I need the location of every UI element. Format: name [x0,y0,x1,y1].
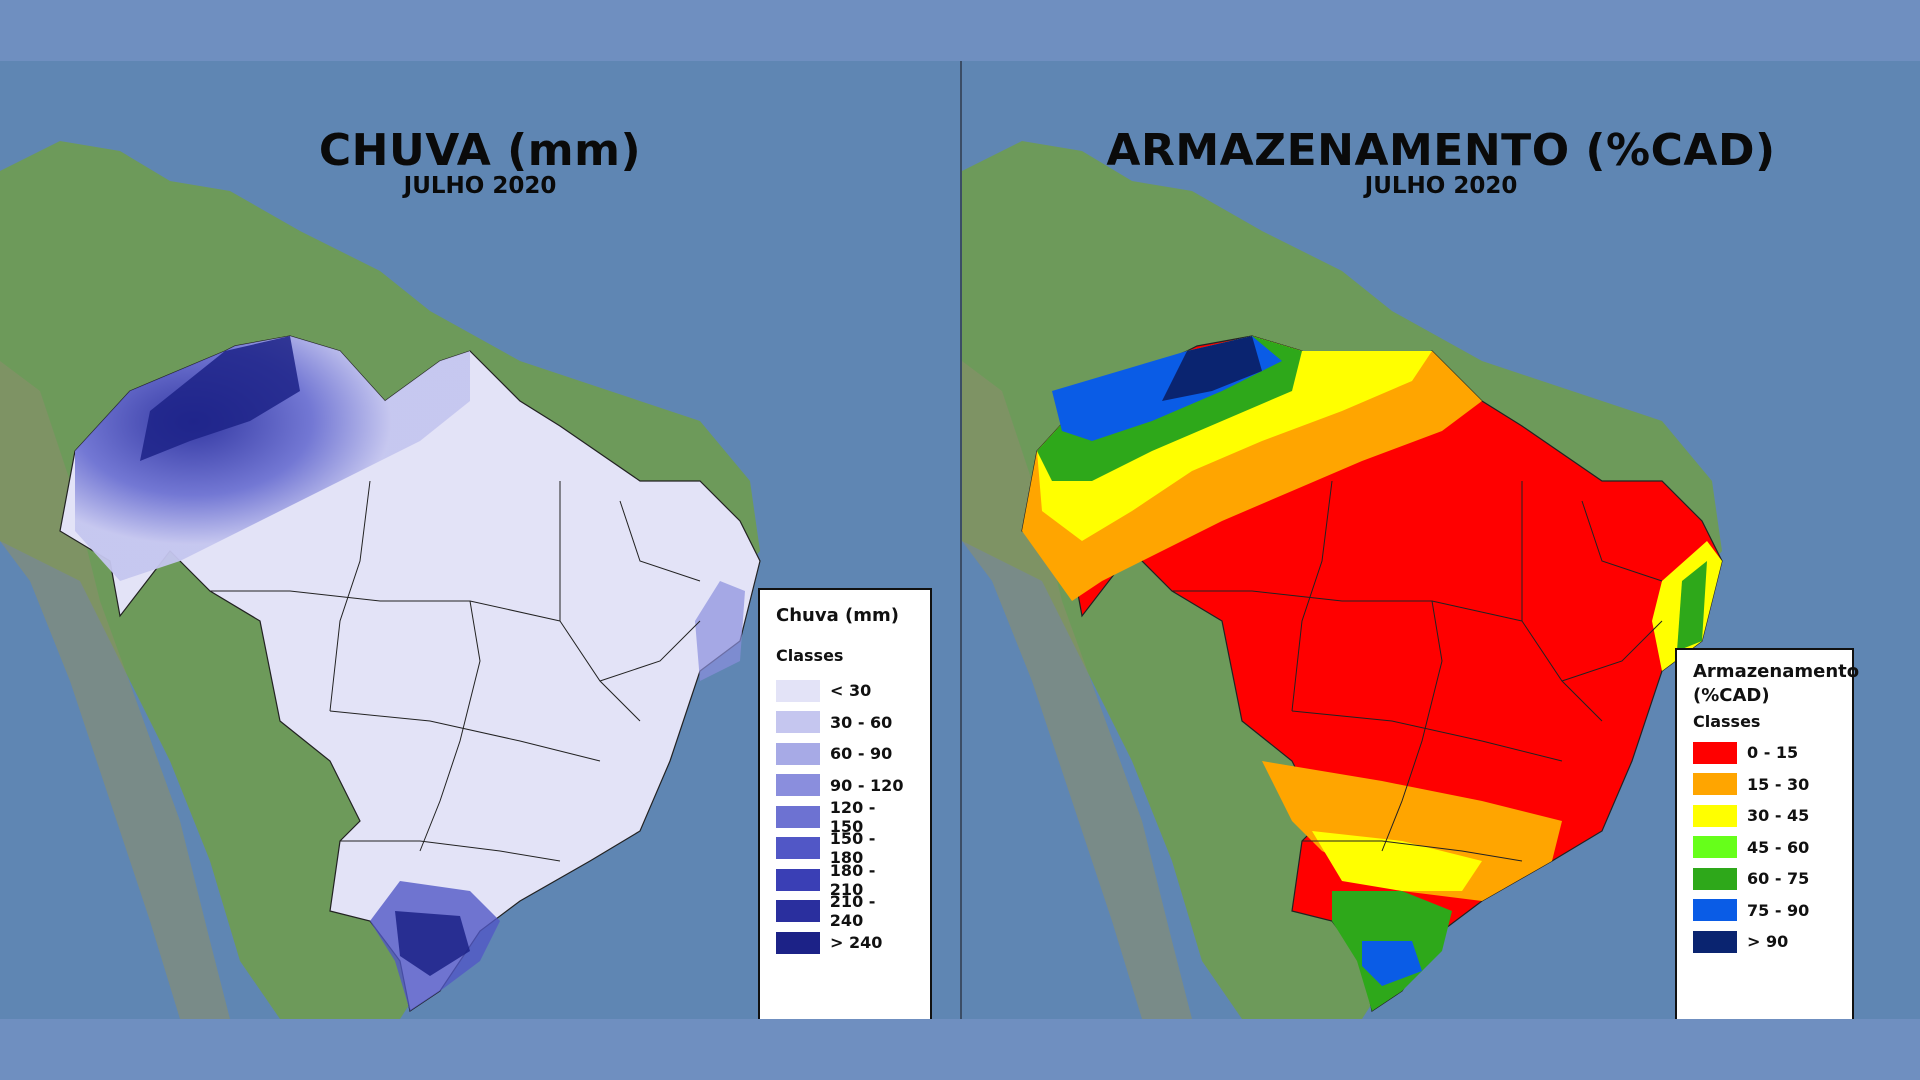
storage-map-title: ARMAZENAMENTO (%CAD) [1106,125,1776,176]
storage-legend-row: 15 - 30 [1693,769,1836,801]
rainfall-legend-swatch [776,774,820,797]
storage-legend-row: 60 - 75 [1693,863,1836,895]
rainfall-legend-label: 150 - 180 [829,829,876,868]
panel-divider [960,61,962,1019]
rainfall-map-subtitle: JULHO 2020 [403,173,557,199]
rainfall-legend-swatch [776,679,820,702]
rainfall-legend-swatch [776,805,820,828]
rainfall-legend-row: < 30 [776,675,914,707]
storage-legend-swatch [1693,899,1737,922]
storage-legend-swatch [1693,804,1737,827]
rainfall-legend-subtitle: Classes [776,646,844,665]
storage-legend-label: 15 - 30 [1747,774,1810,794]
storage-legend-title: Armazenamento (%CAD) [1693,661,1860,706]
storage-legend-row: 0 - 15 [1693,737,1836,769]
rainfall-legend-row: 180 - 210 [776,860,914,899]
rainfall-legend: Chuva (mm) Classes < 30 30 - 60 60 - 90 90 … [758,588,932,1019]
storage-legend-label: 60 - 75 [1747,869,1810,889]
rainfall-legend-row: 150 - 180 [776,829,914,867]
rainfall-legend-label: < 30 [830,681,872,701]
rainfall-legend-swatch [776,868,820,891]
storage-map [962,61,1920,1019]
rainfall-legend-label: 30 - 60 [830,712,893,732]
rainfall-legend-label: 180 - 210 [829,860,876,899]
storage-legend-subtitle: Classes [1693,712,1761,731]
rainfall-legend-row: 30 - 60 [776,707,914,739]
rainfall-south-core [395,911,470,976]
storage-south-blue [1362,941,1422,986]
state-borders [210,480,701,862]
storage-legend-label: 45 - 60 [1747,837,1810,857]
rainfall-east-coast [695,581,745,681]
storage-legend-row: 30 - 45 [1693,800,1836,832]
andes-ridge [962,361,1192,1019]
rainfall-map-title: CHUVA (mm) [318,125,642,176]
rainfall-legend-label: 210 - 240 [829,892,876,931]
rainfall-map [0,61,960,1019]
storage-legend-label: 75 - 90 [1747,900,1810,920]
storage-south-yellow [1312,831,1482,891]
storage-legend-label: > 90 [1747,932,1789,952]
storage-map-panel: ARMAZENAMENTO (%CAD) JULHO 2020 Armazena… [962,61,1920,1019]
rainfall-legend-label: 60 - 90 [830,744,893,764]
rainfall-legend-row: 210 - 240 [776,892,914,930]
rainfall-core-zone [140,336,300,461]
andes-ridge [0,361,230,1019]
rainfall-legend-row: > 240 [776,927,914,959]
storage-darkblue-core [1162,336,1262,401]
storage-legend-swatch [1693,773,1737,796]
storage-legend-row: > 90 [1693,926,1836,958]
storage-south-orange [1262,761,1562,901]
rainfall-legend-title: Chuva (mm) [776,605,899,626]
storage-legend-label: 0 - 15 [1747,743,1799,763]
storage-legend: Armazenamento (%CAD) Classes 0 - 15 15 - … [1675,648,1860,1019]
storage-east-green [1677,561,1707,651]
rainfall-legend-label: 120 - 150 [829,797,876,836]
storage-legend-label: 30 - 45 [1747,806,1810,826]
rainfall-legend-swatch [776,837,820,860]
storage-legend-swatch [1693,836,1737,859]
rainfall-legend-swatch [776,711,820,734]
storage-legend-row: 75 - 90 [1693,895,1836,927]
rainfall-map-panel: CHUVA (mm) JULHO 2020 Chuva (mm) Classes… [0,61,960,1019]
storage-legend-swatch [1693,930,1737,953]
rainfall-legend-row: 120 - 150 [776,797,914,836]
storage-map-subtitle: JULHO 2020 [1364,173,1518,199]
storage-legend-swatch [1693,867,1737,890]
storage-legend-swatch [1693,741,1737,764]
rainfall-legend-label: > 240 [830,933,883,953]
storage-legend-row: 45 - 60 [1693,832,1836,864]
rainfall-legend-row: 90 - 120 [776,770,914,802]
rainfall-legend-swatch [776,931,820,954]
rainfall-legend-swatch [776,900,820,923]
rainfall-legend-label: 90 - 120 [830,775,904,795]
state-borders [1172,480,1663,862]
rainfall-legend-row: 60 - 90 [776,738,914,770]
rainfall-legend-swatch [776,742,820,765]
